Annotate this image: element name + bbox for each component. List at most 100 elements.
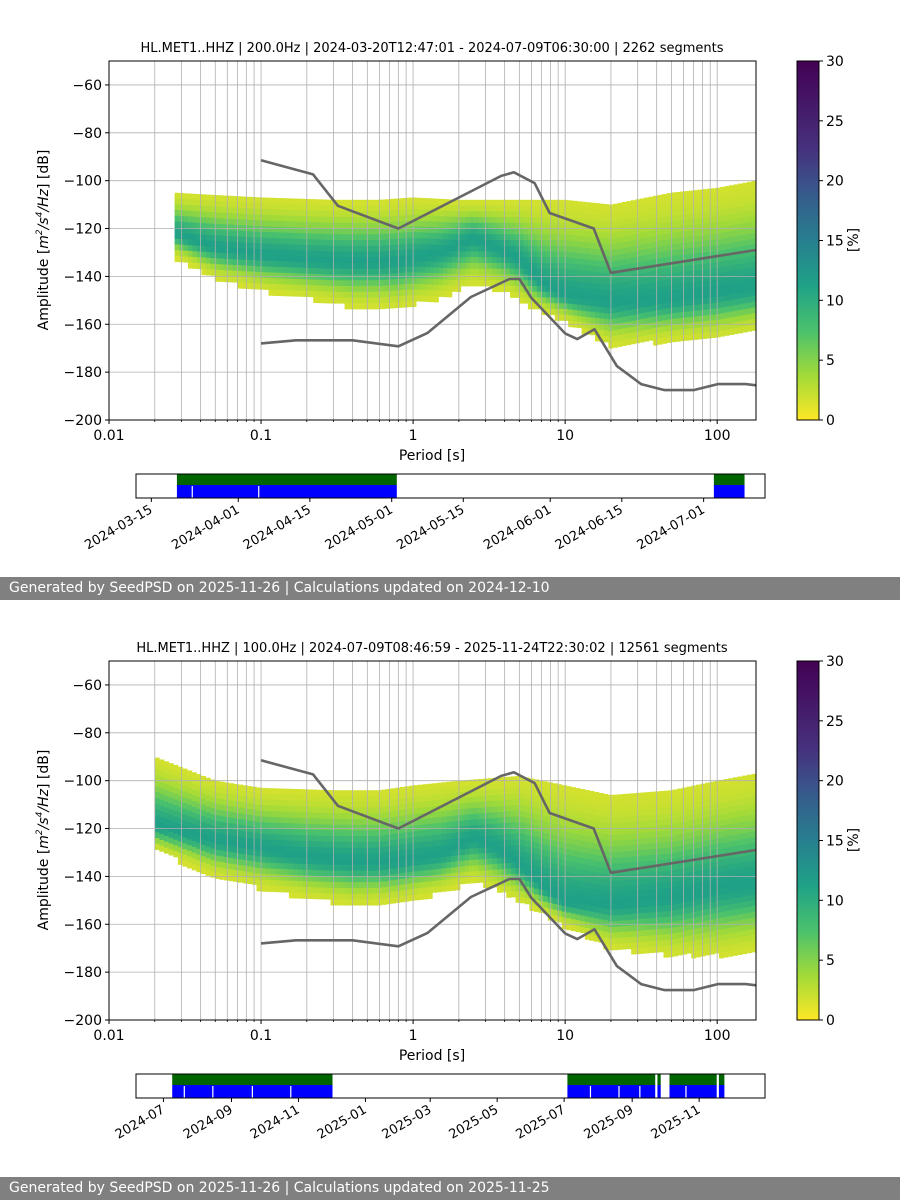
psd-density-cell: [594, 226, 600, 233]
psd-density-cell: [214, 200, 220, 207]
psd-density-cell: [295, 256, 301, 263]
psd-density-cell: [441, 874, 447, 881]
psd-density-cell: [317, 291, 323, 298]
psd-density-cell: [590, 323, 596, 330]
psd-density-cell: [270, 857, 276, 864]
psd-density-cell: [747, 239, 752, 246]
psd-density-cell: [630, 200, 636, 207]
psd-density-cell: [603, 301, 609, 308]
psd-density-cell: [639, 227, 645, 234]
psd-density-cell: [711, 228, 717, 235]
psd-density-cell: [344, 251, 350, 258]
psd-density-cell: [446, 827, 452, 834]
psd-density-cell: [451, 199, 457, 206]
psd-density-cell: [295, 215, 301, 222]
psd-density-cell: [666, 198, 672, 206]
psd-density-cell: [501, 228, 506, 235]
psd-density-cell: [277, 278, 283, 285]
psd-density-cell: [621, 259, 627, 266]
psd-density-cell: [543, 844, 549, 851]
psd-density-cell: [724, 214, 730, 221]
psd-density-cell: [532, 291, 538, 298]
psd-density-cell: [492, 846, 498, 853]
psd-density-cell: [649, 883, 655, 890]
psd-density-cell: [201, 804, 207, 811]
psd-density-cell: [599, 232, 605, 239]
psd-density-cell: [571, 792, 577, 800]
psd-density-cell: [460, 803, 466, 810]
psd-density-cell: [192, 199, 198, 206]
psd-density-cell: [326, 211, 332, 218]
psd-density-cell: [648, 202, 654, 209]
psd-density-cell: [307, 846, 313, 854]
psd-density-cell: [671, 244, 676, 251]
psd-density-cell: [270, 822, 276, 829]
psd-density-cell: [357, 303, 363, 310]
psd-density-cell: [568, 200, 574, 207]
psd-density-cell: [168, 763, 174, 770]
psd-density-cell: [706, 309, 712, 316]
psd-density-cell: [330, 887, 336, 894]
psd-density-cell: [330, 870, 336, 877]
psd-density-cell: [349, 217, 354, 224]
psd-density-cell: [353, 813, 359, 820]
psd-density-cell: [662, 303, 667, 310]
psd-density-cell: [256, 844, 262, 852]
psd-density-cell: [566, 849, 572, 856]
psd-density-cell: [501, 211, 506, 218]
psd-density-cell: [219, 810, 225, 817]
psd-density-cell: [261, 787, 267, 795]
psd-density-cell: [219, 787, 225, 794]
psd-density-cell: [541, 291, 547, 298]
psd-density-cell: [399, 809, 405, 817]
psd-density-cell: [366, 297, 372, 304]
psd-density-cell: [688, 311, 694, 318]
psd-density-cell: [644, 209, 650, 216]
psd-density-cell: [478, 257, 484, 264]
coverage-segment-bottom: [176, 485, 397, 498]
psd-density-cell: [224, 799, 230, 806]
psd-density-cell: [552, 915, 558, 922]
psd-density-cell: [381, 806, 387, 813]
psd-density-cell: [182, 785, 188, 792]
psd-density-cell: [524, 857, 530, 865]
psd-density-cell: [286, 278, 292, 285]
psd-density-cell: [219, 804, 225, 811]
psd-density-cell: [536, 199, 542, 206]
psd-density-cell: [566, 912, 572, 919]
psd-density-cell: [621, 207, 627, 214]
psd-density-cell: [612, 880, 618, 888]
psd-density-cell: [738, 309, 743, 317]
psd-density-cell: [505, 222, 511, 229]
psd-density-cell: [742, 199, 748, 207]
psd-density-cell: [201, 827, 207, 834]
psd-density-cell: [349, 830, 355, 837]
psd-density-cell: [612, 944, 618, 951]
psd-density-cell: [702, 200, 708, 207]
psd-density-cell: [326, 228, 332, 235]
psd-density-cell: [372, 790, 378, 797]
psd-density-cell: [390, 799, 396, 806]
psd-density-cell: [371, 257, 377, 264]
psd-density-cell: [233, 864, 239, 871]
psd-density-cell: [751, 261, 757, 268]
psd-density-cell: [409, 814, 415, 821]
psd-density-cell: [635, 827, 641, 834]
psd-density-cell: [191, 795, 197, 802]
psd-density-cell: [286, 232, 292, 239]
psd-density-cell: [524, 852, 530, 859]
psd-density-cell: [550, 257, 556, 264]
psd-density-cell: [402, 209, 408, 216]
psd-density-cell: [277, 266, 283, 274]
psd-density-cell: [427, 881, 433, 888]
psd-density-cell: [505, 199, 511, 206]
psd-density-cell: [751, 324, 757, 331]
psd-density-cell: [684, 282, 690, 290]
psd-density-cell: [577, 224, 582, 231]
coverage-segment-top: [176, 474, 397, 485]
psd-density-cell: [478, 801, 484, 809]
psd-density-cell: [223, 276, 229, 283]
psd-density-cell: [261, 822, 267, 829]
psd-density-cell: [497, 834, 503, 842]
psd-density-cell: [580, 806, 586, 813]
